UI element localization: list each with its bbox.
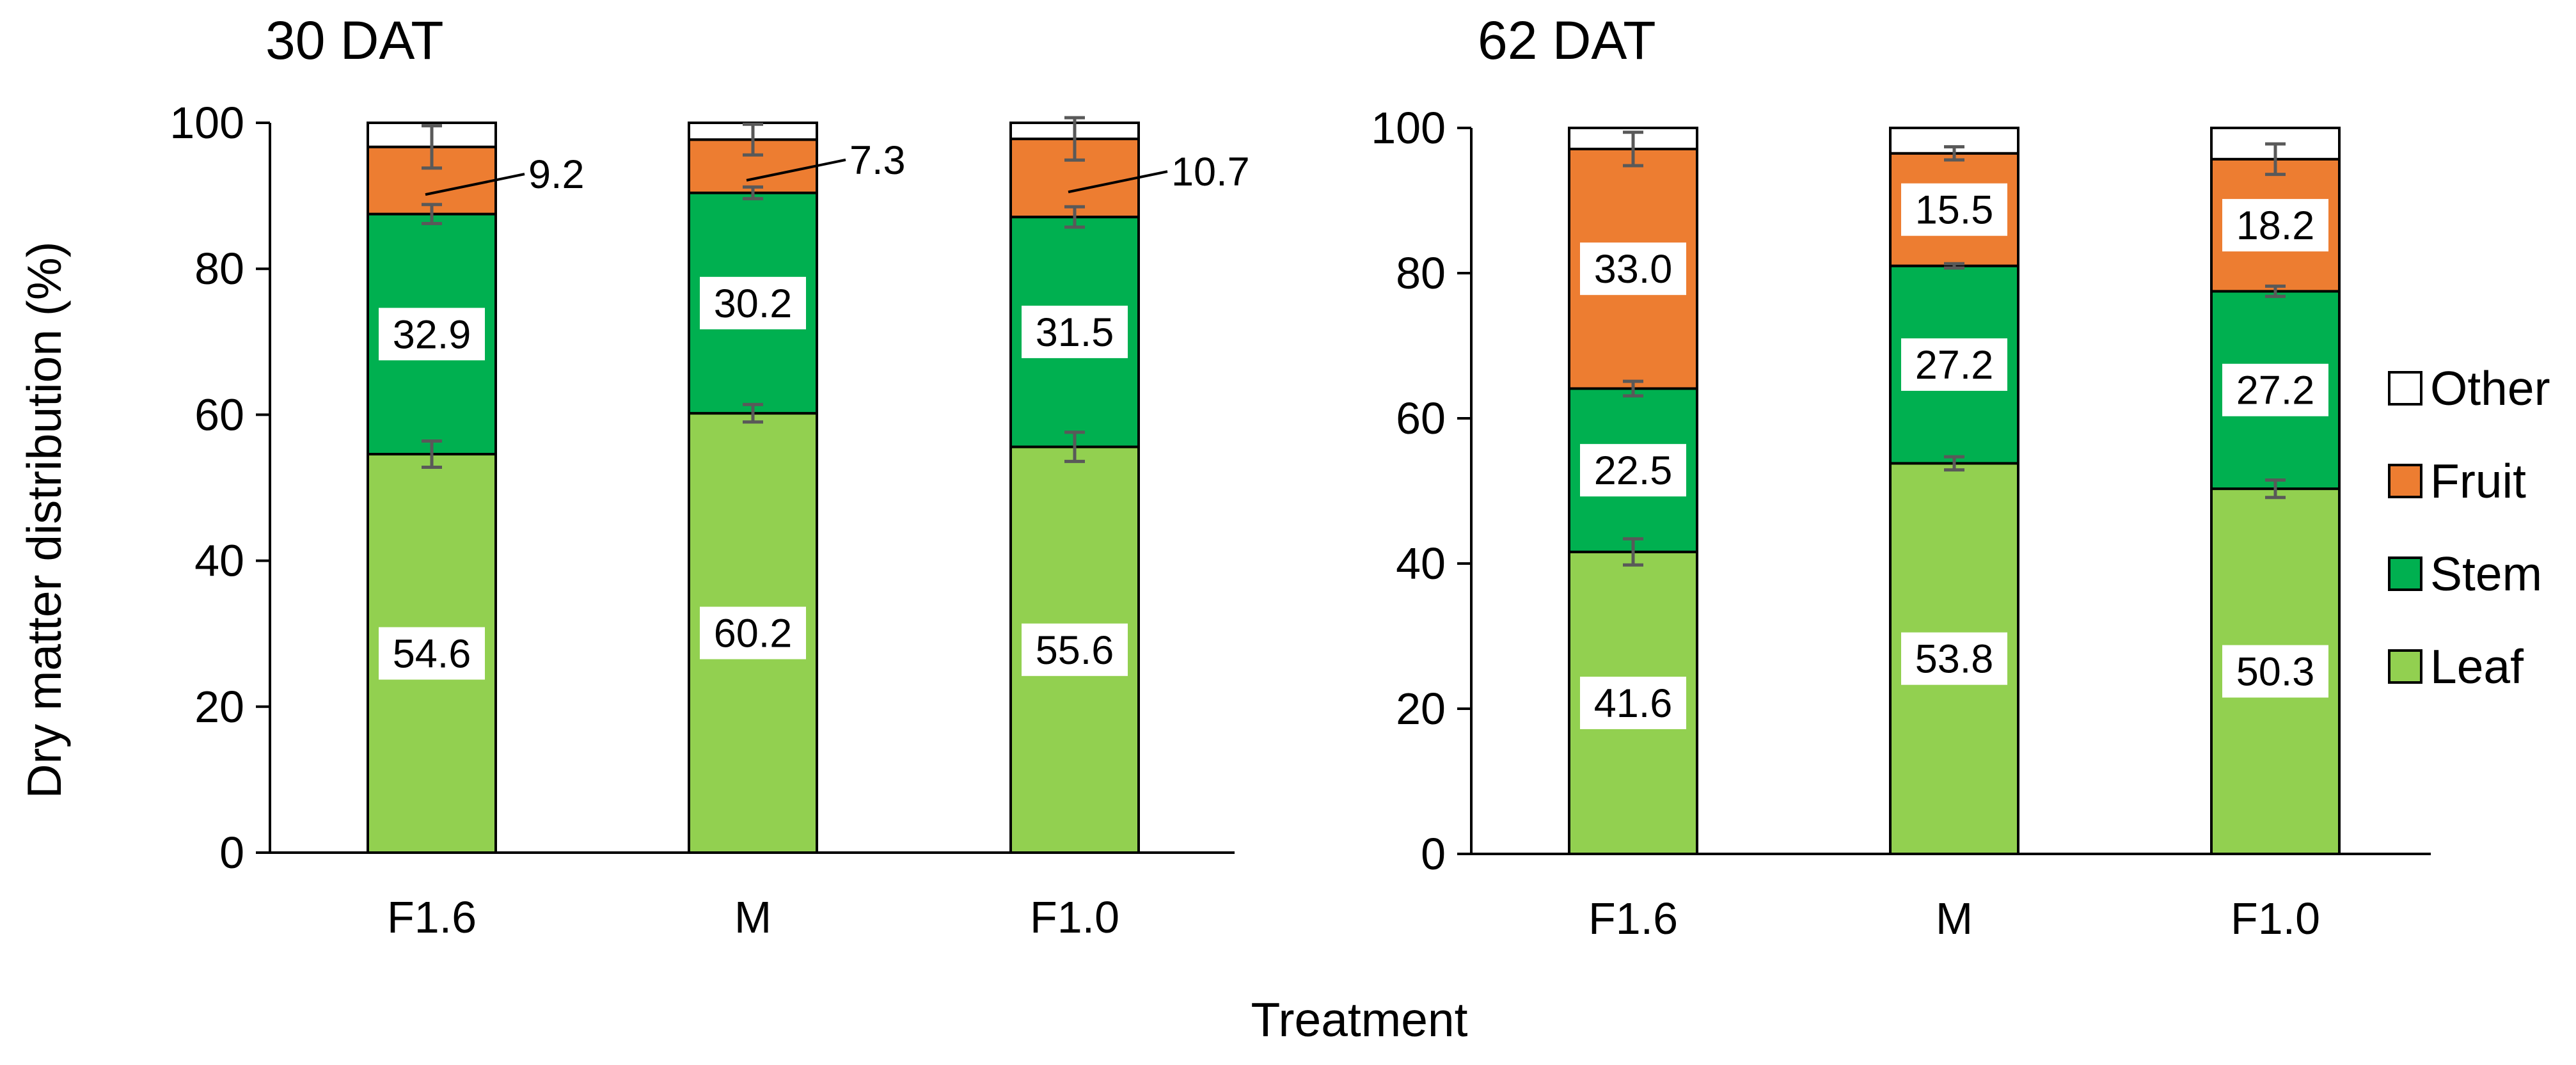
category-label: F1.6 (387, 892, 477, 942)
data-label: 22.5 (1594, 448, 1673, 493)
legend-item-stem: Stem (2388, 547, 2542, 601)
data-label-box (700, 606, 806, 659)
legend-swatch (2388, 556, 2422, 591)
legend-item-leaf: Leaf (2388, 640, 2524, 693)
data-label: 9.2 (528, 152, 585, 197)
callout-line (425, 173, 525, 196)
x-axis-label: Treatment (1251, 993, 1467, 1046)
y-tick-label: 20 (1396, 684, 1446, 734)
data-label: 18.2 (2236, 203, 2315, 248)
legend-swatch (2388, 371, 2422, 406)
data-label: 55.6 (1036, 628, 1114, 673)
data-label: 32.9 (393, 312, 471, 357)
chart-panel-1: 62 DAT 0 20 40 60 80 100 41.6 22.5 33.0 F1.6 53.8 27… (1371, 10, 2431, 943)
data-label-box (1901, 338, 2007, 391)
category-label: M (734, 892, 771, 942)
data-label: 54.6 (393, 632, 471, 677)
data-label: 33.0 (1594, 247, 1673, 292)
legend-label: Fruit (2430, 454, 2526, 508)
data-label: 31.5 (1036, 310, 1114, 355)
data-label-box (2222, 199, 2328, 252)
category-label: M (1936, 894, 1973, 943)
data-label-box (1580, 444, 1686, 497)
legend-item-fruit: Fruit (2388, 454, 2526, 508)
legend-swatch (2388, 649, 2422, 684)
chart-panels: 30 DAT 0 20 40 60 80 100 54.6 32.9 9.2 F1.6 60.2 30.… (170, 10, 2431, 943)
data-label: 60.2 (714, 611, 793, 656)
legend: Other Fruit Stem Leaf (2388, 361, 2550, 693)
category-label: F1.0 (1030, 892, 1119, 942)
category-label: F1.6 (1588, 894, 1678, 943)
y-tick-label: 40 (194, 536, 244, 586)
data-label: 27.2 (2236, 368, 2315, 413)
legend-label: Other (2430, 361, 2550, 415)
data-label-box (1901, 183, 2007, 236)
y-tick-label: 0 (219, 828, 244, 878)
data-label-box (2222, 645, 2328, 698)
legend-item-other: Other (2388, 361, 2550, 415)
y-tick-label: 100 (170, 98, 244, 148)
data-label-box (700, 276, 806, 329)
y-tick-label: 80 (194, 244, 244, 294)
y-tick-label: 60 (194, 390, 244, 439)
panel-title: 62 DAT (1478, 10, 1656, 70)
data-label-box (1022, 623, 1128, 676)
y-tick-label: 0 (1421, 829, 1446, 879)
y-axis-label: Dry matter distribution (%) (17, 241, 71, 798)
data-label: 7.3 (849, 138, 906, 183)
legend-label: Stem (2430, 547, 2542, 601)
data-label-box (379, 627, 485, 680)
y-tick-label: 20 (194, 682, 244, 732)
y-tick-label: 80 (1396, 248, 1446, 298)
data-label: 10.7 (1171, 150, 1250, 194)
data-label: 53.8 (1915, 637, 1994, 682)
panel-title: 30 DAT (265, 10, 444, 70)
data-label: 50.3 (2236, 650, 2315, 695)
legend-label: Leaf (2430, 640, 2524, 693)
data-label-box (1901, 632, 2007, 685)
chart-panel-0: 30 DAT 0 20 40 60 80 100 54.6 32.9 9.2 F1.6 60.2 30.… (170, 10, 1249, 942)
data-label: 30.2 (714, 281, 793, 326)
data-label: 41.6 (1594, 681, 1673, 726)
legend-swatch (2388, 464, 2422, 498)
data-label-box (2222, 363, 2328, 416)
y-tick-label: 40 (1396, 539, 1446, 588)
y-tick-label: 100 (1371, 103, 1446, 153)
category-label: F1.0 (2231, 894, 2320, 943)
data-label-box (1022, 305, 1128, 358)
y-tick-label: 60 (1396, 393, 1446, 443)
data-label-box (1580, 242, 1686, 296)
data-label: 27.2 (1915, 343, 1994, 388)
data-label-box (1580, 676, 1686, 729)
data-label: 15.5 (1915, 188, 1994, 233)
callout-line (746, 158, 846, 182)
callout-line (1068, 170, 1168, 194)
data-label-box (379, 308, 485, 361)
